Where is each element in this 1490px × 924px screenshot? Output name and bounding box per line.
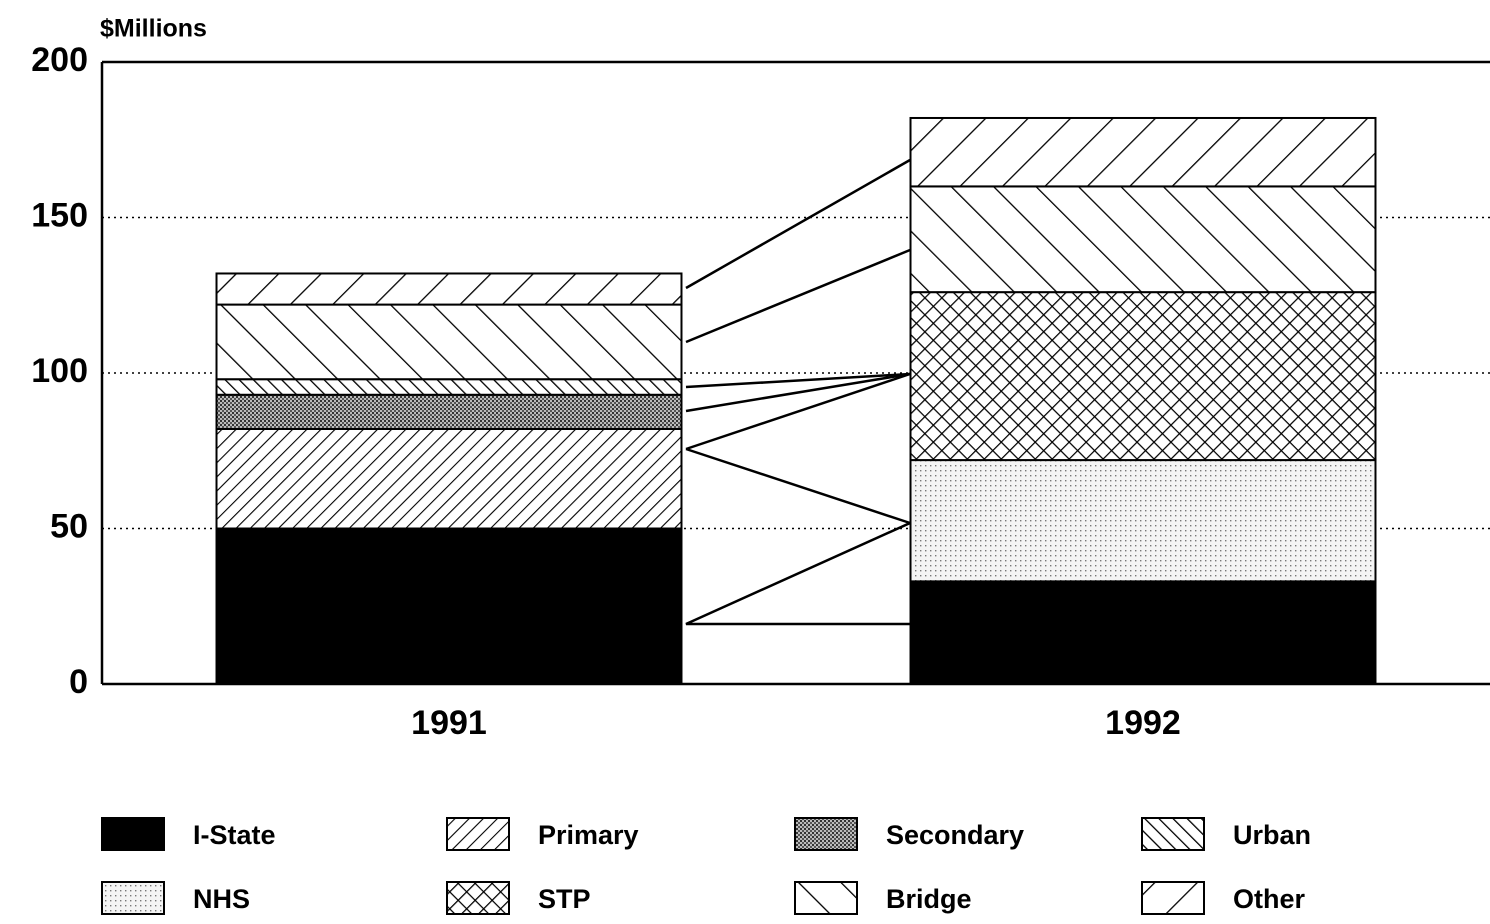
bar-segment [215, 393, 683, 430]
legend-swatch [1141, 817, 1205, 851]
connectors [685, 158, 914, 626]
legend-label: Other [1233, 884, 1306, 914]
legend-swatch [794, 881, 858, 915]
legend-swatch [1141, 881, 1205, 915]
legend-swatch [101, 881, 165, 915]
connector [685, 372, 911, 451]
bar-segment [909, 580, 1377, 685]
legend-label: Secondary [886, 820, 1024, 850]
legend-swatch [101, 817, 165, 851]
connector [685, 447, 914, 626]
bar-segment [909, 185, 1377, 294]
bar-segment [909, 291, 1377, 462]
legend-label: Primary [538, 820, 639, 850]
bar-segment [909, 116, 1377, 188]
connector [685, 158, 911, 290]
legend-label: NHS [193, 884, 250, 914]
legend-label: Bridge [886, 884, 972, 914]
y-tick-label: 200 [31, 41, 88, 79]
y-axis-label: $Millions [100, 15, 207, 43]
y-tick-label: 0 [69, 663, 88, 701]
legend-swatch [446, 881, 510, 915]
legend-label: Urban [1233, 820, 1311, 850]
legend-label: I-State [193, 820, 276, 850]
bar-segment [215, 378, 683, 396]
bar-segment [909, 459, 1377, 583]
x-tick-label: 1991 [411, 704, 487, 742]
x-tick-label: 1992 [1105, 704, 1181, 742]
y-tick-label: 150 [31, 196, 88, 234]
bar-segment [215, 527, 683, 685]
bar-segment [215, 303, 683, 381]
connector [685, 248, 911, 344]
connector [685, 372, 911, 413]
bar-segment [215, 272, 683, 306]
legend-swatch [446, 817, 510, 851]
legend-swatch [794, 817, 858, 851]
legend-label: STP [538, 884, 591, 914]
y-tick-label: 100 [31, 352, 88, 390]
y-tick-label: 50 [50, 507, 88, 545]
bar-segment [215, 427, 683, 530]
